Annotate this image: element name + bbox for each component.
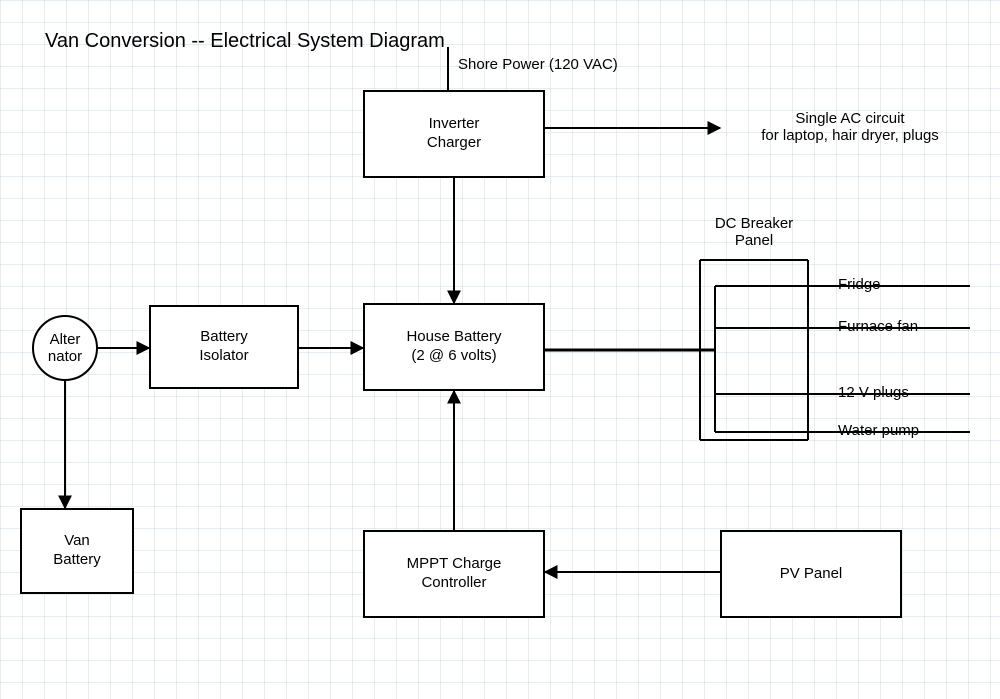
node-battery-isolator: Battery Isolator [149, 305, 299, 389]
label-dc-breaker-panel: DC Breaker Panel [700, 215, 808, 249]
label-ac-circuit-line1: Single AC circuit [795, 110, 904, 127]
node-van-battery: Van Battery [20, 508, 134, 594]
node-alternator-label2: nator [48, 348, 82, 365]
label-branch-waterpump: Water pump [838, 422, 919, 439]
node-mppt: MPPT Charge Controller [363, 530, 545, 618]
diagram-title: Van Conversion -- Electrical System Diag… [45, 30, 445, 53]
diagram-canvas: Van Conversion -- Electrical System Diag… [0, 0, 1000, 699]
node-van-battery-label1: Van [64, 532, 90, 549]
label-dc-breaker-line2: Panel [735, 232, 773, 249]
node-pv-panel-label: PV Panel [780, 565, 843, 584]
label-ac-circuit-line2: for laptop, hair dryer, plugs [761, 127, 939, 144]
node-inverter-charger: Inverter Charger [363, 90, 545, 178]
node-house-battery-label2: (2 @ 6 volts) [411, 347, 496, 364]
node-house-battery: House Battery (2 @ 6 volts) [363, 303, 545, 391]
node-mppt-label2: Controller [421, 574, 486, 591]
label-branch-fridge: Fridge [838, 276, 881, 293]
node-alternator-label1: Alter [50, 331, 81, 348]
label-shore-power: Shore Power (120 VAC) [458, 56, 618, 73]
label-branch-12v: 12 V plugs [838, 384, 909, 401]
node-mppt-label1: MPPT Charge [407, 555, 502, 572]
label-dc-breaker-line1: DC Breaker [715, 215, 793, 232]
node-pv-panel: PV Panel [720, 530, 902, 618]
node-alternator: Alter nator [32, 315, 98, 381]
node-battery-isolator-label1: Battery [200, 328, 248, 345]
node-battery-isolator-label2: Isolator [199, 347, 248, 364]
node-inverter-label1: Inverter [429, 115, 480, 132]
label-branch-furnace: Furnace fan [838, 318, 918, 335]
node-house-battery-label1: House Battery [406, 328, 501, 345]
node-van-battery-label2: Battery [53, 551, 101, 568]
label-ac-circuit: Single AC circuit for laptop, hair dryer… [730, 110, 970, 144]
node-inverter-label2: Charger [427, 134, 481, 151]
